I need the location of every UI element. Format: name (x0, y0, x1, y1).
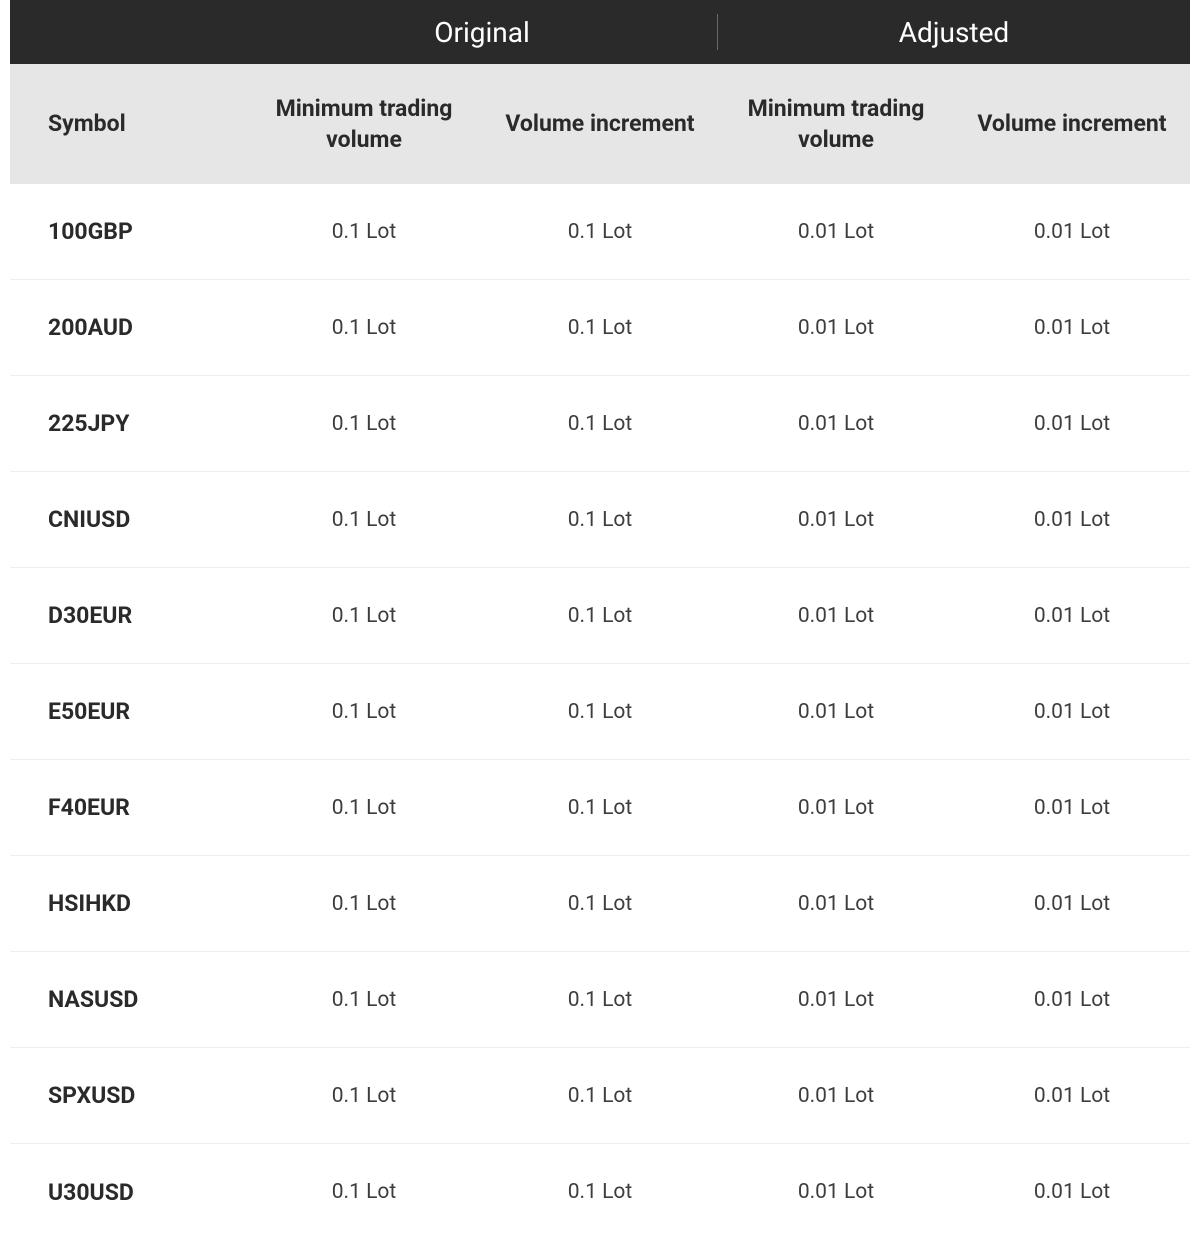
table-body: 100GBP0.1 Lot0.1 Lot0.01 Lot0.01 Lot200A… (10, 184, 1190, 1240)
cell-orig-inc: 0.1 Lot (482, 220, 718, 244)
cell-orig-inc: 0.1 Lot (482, 604, 718, 628)
cell-symbol: HSIHKD (10, 890, 246, 917)
table-row: HSIHKD0.1 Lot0.1 Lot0.01 Lot0.01 Lot (10, 856, 1190, 952)
cell-adj-inc: 0.01 Lot (954, 700, 1190, 724)
cell-adj-inc: 0.01 Lot (954, 892, 1190, 916)
table-row: U30USD0.1 Lot0.1 Lot0.01 Lot0.01 Lot (10, 1144, 1190, 1240)
table-row: F40EUR0.1 Lot0.1 Lot0.01 Lot0.01 Lot (10, 760, 1190, 856)
cell-adj-min: 0.01 Lot (718, 316, 954, 340)
cell-orig-inc: 0.1 Lot (482, 1180, 718, 1204)
cell-orig-min: 0.1 Lot (246, 508, 482, 532)
cell-orig-inc: 0.1 Lot (482, 316, 718, 340)
cell-orig-inc: 0.1 Lot (482, 988, 718, 1012)
col-header-symbol: Symbol (10, 90, 246, 157)
cell-adj-inc: 0.01 Lot (954, 508, 1190, 532)
cell-orig-min: 0.1 Lot (246, 316, 482, 340)
cell-symbol: U30USD (10, 1179, 246, 1206)
cell-adj-min: 0.01 Lot (718, 604, 954, 628)
cell-symbol: CNIUSD (10, 506, 246, 533)
cell-orig-min: 0.1 Lot (246, 700, 482, 724)
cell-orig-min: 0.1 Lot (246, 892, 482, 916)
table-sub-header: Symbol Minimum trading volume Volume inc… (10, 64, 1190, 184)
cell-symbol: NASUSD (10, 986, 246, 1013)
cell-adj-min: 0.01 Lot (718, 988, 954, 1012)
col-header-orig-min: Minimum trading volume (246, 75, 482, 173)
cell-adj-min: 0.01 Lot (718, 508, 954, 532)
top-header-adjusted: Adjusted (718, 16, 1190, 49)
cell-symbol: F40EUR (10, 794, 246, 821)
table-row: E50EUR0.1 Lot0.1 Lot0.01 Lot0.01 Lot (10, 664, 1190, 760)
cell-symbol: E50EUR (10, 698, 246, 725)
cell-adj-inc: 0.01 Lot (954, 988, 1190, 1012)
table-row: SPXUSD0.1 Lot0.1 Lot0.01 Lot0.01 Lot (10, 1048, 1190, 1144)
cell-adj-min: 0.01 Lot (718, 796, 954, 820)
table-row: 200AUD0.1 Lot0.1 Lot0.01 Lot0.01 Lot (10, 280, 1190, 376)
cell-symbol: 100GBP (10, 218, 246, 245)
cell-adj-min: 0.01 Lot (718, 1084, 954, 1108)
cell-orig-inc: 0.1 Lot (482, 1084, 718, 1108)
cell-orig-min: 0.1 Lot (246, 1084, 482, 1108)
table-row: 100GBP0.1 Lot0.1 Lot0.01 Lot0.01 Lot (10, 184, 1190, 280)
cell-symbol: SPXUSD (10, 1082, 246, 1109)
cell-adj-inc: 0.01 Lot (954, 1084, 1190, 1108)
cell-orig-min: 0.1 Lot (246, 604, 482, 628)
trading-volume-table: Original Adjusted Symbol Minimum trading… (10, 0, 1190, 1240)
table-row: CNIUSD0.1 Lot0.1 Lot0.01 Lot0.01 Lot (10, 472, 1190, 568)
cell-orig-inc: 0.1 Lot (482, 508, 718, 532)
cell-symbol: D30EUR (10, 602, 246, 629)
col-header-adj-inc: Volume increment (954, 90, 1190, 157)
table-top-header: Original Adjusted (10, 0, 1190, 64)
cell-adj-inc: 0.01 Lot (954, 316, 1190, 340)
cell-orig-min: 0.1 Lot (246, 1180, 482, 1204)
cell-adj-inc: 0.01 Lot (954, 1180, 1190, 1204)
top-header-original: Original (246, 16, 718, 49)
cell-adj-min: 0.01 Lot (718, 700, 954, 724)
cell-adj-inc: 0.01 Lot (954, 412, 1190, 436)
cell-orig-min: 0.1 Lot (246, 796, 482, 820)
cell-symbol: 225JPY (10, 410, 246, 437)
table-row: D30EUR0.1 Lot0.1 Lot0.01 Lot0.01 Lot (10, 568, 1190, 664)
cell-orig-inc: 0.1 Lot (482, 412, 718, 436)
cell-adj-inc: 0.01 Lot (954, 220, 1190, 244)
cell-adj-min: 0.01 Lot (718, 1180, 954, 1204)
col-header-adj-min: Minimum trading volume (718, 75, 954, 173)
cell-orig-min: 0.1 Lot (246, 988, 482, 1012)
cell-adj-min: 0.01 Lot (718, 220, 954, 244)
cell-symbol: 200AUD (10, 314, 246, 341)
cell-orig-min: 0.1 Lot (246, 412, 482, 436)
cell-orig-inc: 0.1 Lot (482, 892, 718, 916)
col-header-orig-inc: Volume increment (482, 90, 718, 157)
table-row: NASUSD0.1 Lot0.1 Lot0.01 Lot0.01 Lot (10, 952, 1190, 1048)
cell-orig-min: 0.1 Lot (246, 220, 482, 244)
cell-adj-min: 0.01 Lot (718, 892, 954, 916)
cell-adj-inc: 0.01 Lot (954, 796, 1190, 820)
cell-adj-min: 0.01 Lot (718, 412, 954, 436)
cell-orig-inc: 0.1 Lot (482, 796, 718, 820)
table-row: 225JPY0.1 Lot0.1 Lot0.01 Lot0.01 Lot (10, 376, 1190, 472)
cell-orig-inc: 0.1 Lot (482, 700, 718, 724)
cell-adj-inc: 0.01 Lot (954, 604, 1190, 628)
